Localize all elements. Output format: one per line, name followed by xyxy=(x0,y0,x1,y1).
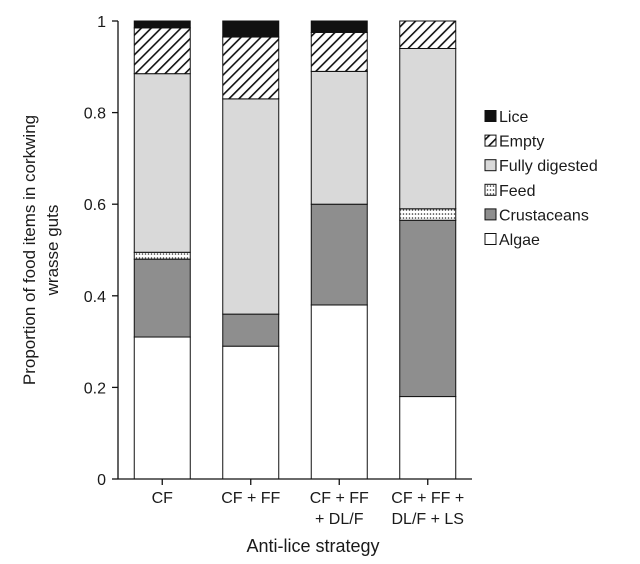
y-tick-label: 0.2 xyxy=(84,380,106,397)
legend-label-empty: Empty xyxy=(499,134,544,151)
bar-segment-fully-digested xyxy=(222,98,280,315)
x-tick-label: CF + FF xyxy=(310,490,369,507)
legend-swatch-lice xyxy=(484,110,497,122)
y-axis-title-line-1: Proportion of food items in corkwing xyxy=(20,115,39,385)
bar-segment-fully-digested xyxy=(310,70,368,205)
legend-label-algae: Algae xyxy=(499,232,540,249)
legend-swatch-algae xyxy=(484,233,497,245)
y-axis-title-line-2: wrasse guts xyxy=(43,205,62,297)
bar-segment-feed xyxy=(399,208,457,221)
legend-label-feed: Feed xyxy=(499,183,535,200)
y-axis-title: Proportion of food items in corkwing wra… xyxy=(20,115,62,385)
y-axis: 0 0.2 0.4 0.6 0.8 1 xyxy=(84,14,119,489)
bar-segment-feed xyxy=(133,251,191,260)
bar-segment-algae xyxy=(399,396,457,480)
legend-swatch-fully-digested xyxy=(484,159,497,172)
bar-segment-crustaceans xyxy=(399,219,457,398)
x-tick-label: CF + FF xyxy=(221,490,280,507)
bar-segment-algae xyxy=(133,336,191,480)
bar-segment-fully-digested xyxy=(133,73,191,253)
y-tick-label: 0.6 xyxy=(84,197,106,214)
bar-segment-empty xyxy=(133,27,191,75)
bar-segment-algae xyxy=(222,345,280,480)
x-tick-label: DL/F + LS xyxy=(392,511,464,528)
legend-swatch-feed xyxy=(484,183,497,196)
y-tick-label: 0 xyxy=(97,472,106,489)
legend-label-lice: Lice xyxy=(499,109,528,126)
bar-segment-fully-digested xyxy=(399,47,457,210)
bar-segment-empty xyxy=(399,20,457,49)
legend-label-crustaceans: Crustaceans xyxy=(499,207,589,224)
bar-segment-empty xyxy=(222,36,280,100)
legend-label-fully-digested: Fully digested xyxy=(499,158,598,175)
x-axis: CF CF + FF CF + FF + DL/F CF + FF + DL/F + LS xyxy=(118,478,472,528)
y-tick-label: 0.4 xyxy=(84,289,106,306)
bar-segment-lice xyxy=(222,20,280,38)
x-tick-label: CF xyxy=(152,490,174,507)
x-tick-label: CF + FF + xyxy=(391,490,464,507)
y-tick-label: 1 xyxy=(97,14,106,31)
legend-swatch-crustaceans xyxy=(484,208,497,221)
legend-swatch-empty xyxy=(484,134,497,147)
bars xyxy=(133,20,457,480)
x-axis-title: Anti-lice strategy xyxy=(246,536,379,556)
bar-segment-lice xyxy=(310,20,368,33)
bar-segment-algae xyxy=(310,304,368,480)
x-tick-label: + DL/F xyxy=(315,511,364,528)
bar-segment-empty xyxy=(310,31,368,72)
y-tick-label: 0.8 xyxy=(84,106,106,123)
bar-segment-crustaceans xyxy=(133,258,191,338)
bar-segment-crustaceans xyxy=(222,313,280,347)
legend: Lice Empty Fully digested Feed Crustaceans Al… xyxy=(484,109,598,249)
bar-segment-crustaceans xyxy=(310,203,368,306)
bar-segment-lice xyxy=(133,20,191,29)
